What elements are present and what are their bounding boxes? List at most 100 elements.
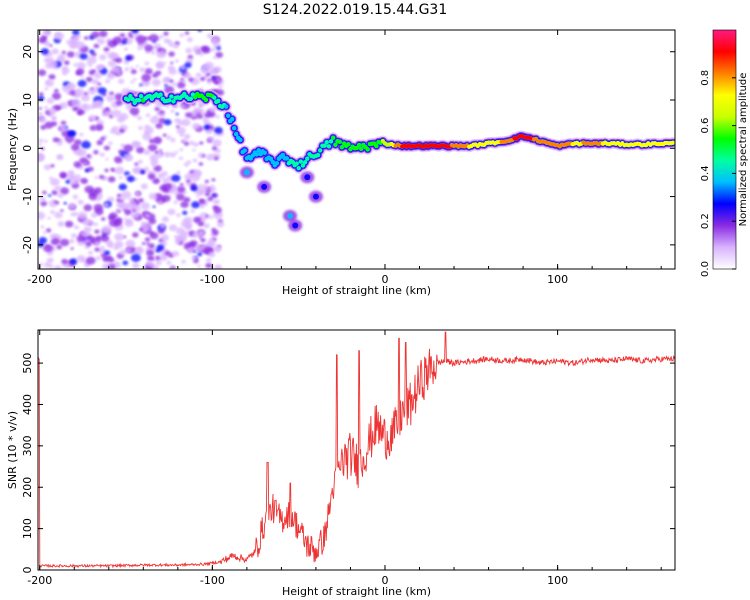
noise-blob: [185, 47, 193, 54]
noise-blob: [134, 177, 138, 181]
noise-blob: [181, 230, 189, 237]
noise-blob: [183, 216, 193, 224]
noise-blob: [197, 221, 204, 227]
noise-blob: [48, 108, 57, 115]
noise-blob: [156, 244, 165, 251]
noise-blob: [59, 171, 67, 178]
colorbar-tick-label: 0.6: [700, 118, 711, 134]
noise-blob: [134, 191, 141, 196]
noise-blob: [118, 149, 124, 154]
ridge-core: [224, 104, 229, 109]
noise-blob: [173, 200, 178, 204]
noise-blob: [130, 80, 135, 84]
noise-blob: [197, 252, 203, 257]
noise-blob: [174, 59, 179, 63]
noise-blob: [50, 121, 58, 127]
ridge-core: [322, 143, 327, 148]
noise-blob: [43, 244, 53, 253]
noise-blob: [198, 236, 202, 239]
noise-blob: [65, 179, 71, 184]
noise-blob: [119, 249, 127, 256]
noise-blob: [71, 233, 77, 239]
noise-blob: [210, 47, 216, 52]
noise-blob: [72, 30, 80, 36]
noise-blob: [165, 135, 172, 140]
ridge-core: [328, 139, 334, 144]
noise-blob: [38, 116, 47, 123]
noise-blob: [115, 99, 123, 106]
noise-blob: [117, 78, 125, 84]
noise-blob: [72, 177, 76, 180]
noise-blob: [140, 169, 145, 174]
noise-blob: [147, 255, 154, 261]
noise-blob: [148, 193, 157, 200]
noise-blob: [44, 262, 51, 268]
noise-blob: [152, 205, 156, 208]
noise-blob: [122, 37, 128, 42]
noise-blob: [49, 44, 53, 47]
noise-blob: [94, 176, 99, 180]
noise-blob: [44, 87, 49, 91]
noise-blob: [71, 99, 82, 107]
noise-blob: [48, 194, 52, 197]
noise-blob: [163, 61, 167, 65]
noise-blob: [84, 185, 94, 194]
noise-blob: [211, 146, 218, 151]
noise-blob: [83, 226, 92, 233]
noise-blob: [69, 89, 77, 96]
noise-blob: [118, 128, 125, 134]
noise-blob: [135, 65, 139, 68]
noise-blob: [64, 60, 70, 65]
noise-blob: [213, 211, 223, 220]
snr-x-tick-label: 0: [381, 574, 388, 587]
noise-blob: [64, 134, 75, 143]
noise-blob: [146, 242, 150, 246]
noise-blob: [134, 162, 139, 166]
noise-blob: [95, 124, 104, 131]
noise-blob: [204, 191, 211, 197]
noise-blob: [136, 146, 145, 154]
noise-blob: [179, 148, 184, 152]
noise-blob: [38, 92, 44, 96]
noise-blob: [93, 43, 100, 49]
noise-blob: [141, 242, 146, 245]
noise-blob: [137, 116, 142, 120]
noise-blob: [125, 218, 133, 225]
noise-blob: [38, 237, 48, 244]
noise-blob: [188, 77, 194, 82]
noise-blob: [50, 178, 60, 186]
noise-blob: [40, 48, 49, 55]
noise-blob: [148, 218, 157, 225]
noise-blob: [45, 62, 53, 69]
noise-blob: [175, 112, 179, 116]
ridge-core: [169, 94, 174, 99]
noise-blob: [99, 152, 105, 157]
noise-blob: [106, 94, 116, 102]
signal-blob-core: [261, 183, 268, 190]
colorbar-tick-label: 0.8: [700, 70, 711, 86]
noise-blob: [105, 157, 109, 161]
noise-blob: [150, 158, 159, 166]
noise-blob: [171, 174, 181, 182]
noise-blob: [126, 248, 131, 253]
noise-blob: [207, 240, 216, 248]
noise-blob: [142, 166, 150, 172]
noise-blob: [62, 72, 67, 76]
noise-blob: [88, 250, 93, 255]
noise-blob: [121, 190, 132, 199]
snr-x-tick-label: -100: [200, 574, 225, 587]
noise-blob: [163, 31, 169, 36]
noise-blob: [119, 202, 124, 207]
noise-blob: [101, 225, 112, 234]
noise-blob: [83, 161, 88, 165]
ridge-core: [331, 135, 336, 140]
noise-blob: [84, 168, 90, 173]
noise-blob: [184, 62, 192, 68]
noise-blob: [70, 143, 80, 151]
noise-blob: [117, 72, 122, 76]
noise-blob: [74, 88, 85, 96]
noise-blob: [103, 145, 110, 151]
noise-blob: [120, 143, 126, 148]
noise-blob: [180, 65, 187, 70]
noise-blob: [212, 205, 219, 210]
